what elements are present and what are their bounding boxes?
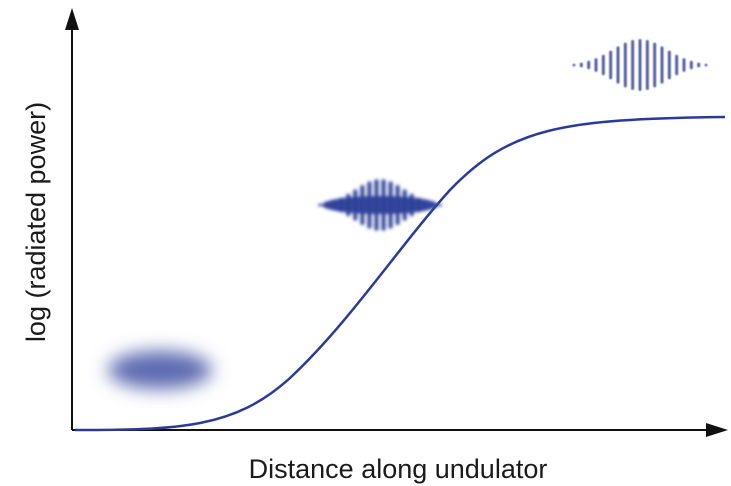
bunch-stripe xyxy=(339,197,344,213)
bunch-core xyxy=(322,196,438,214)
bunch-stripe xyxy=(675,54,679,76)
bunch-stripe xyxy=(402,189,407,221)
bunch-stripe xyxy=(601,54,605,76)
bunch-stripe xyxy=(609,50,613,80)
electron-bunch xyxy=(108,351,212,389)
bunch-stripe xyxy=(689,60,693,70)
bunch-stripe xyxy=(374,179,379,231)
bunch-stripe xyxy=(594,58,598,72)
saturated-beam xyxy=(572,39,708,91)
bunch-stripe xyxy=(346,193,351,217)
bunch-stripe xyxy=(645,39,649,91)
bunch-stripe xyxy=(318,203,322,207)
bunch-stripe xyxy=(325,202,330,208)
bunch-stripe xyxy=(697,62,701,68)
bunch-stripe xyxy=(395,184,400,226)
bunch-stripe xyxy=(381,179,386,231)
bunch-stripe xyxy=(631,39,635,91)
bunch-stripe xyxy=(587,60,591,70)
microbunched-beam xyxy=(318,179,442,231)
bunch-stripe xyxy=(653,42,657,88)
bunch-stripe xyxy=(430,202,435,208)
bunch-stripe xyxy=(638,39,642,91)
bunch-stripe xyxy=(616,46,620,84)
bunch-stripe xyxy=(332,200,337,210)
bunch-stripe xyxy=(416,197,421,213)
bunch-stripe xyxy=(667,50,671,80)
bunch-stripe xyxy=(423,200,428,210)
bunch-stripe xyxy=(579,62,583,68)
y-axis-label: log (radiated power) xyxy=(21,102,51,342)
x-axis-label: Distance along undulator xyxy=(249,454,548,484)
y-axis-arrow xyxy=(65,8,79,30)
bunch-stripe xyxy=(438,203,442,207)
bunch-stripe xyxy=(682,58,686,72)
bunch-stripe xyxy=(409,193,414,217)
bunch-stripe xyxy=(623,42,627,88)
bunch-stripe xyxy=(353,189,358,221)
gain-curve xyxy=(74,115,726,432)
bunch-stripe xyxy=(704,63,708,67)
bunch-stripe xyxy=(388,181,393,229)
bunch-stripe xyxy=(360,184,365,226)
bunch-stripe xyxy=(367,181,372,229)
bunch-stripe xyxy=(660,46,664,84)
bunch-stripe xyxy=(572,63,576,67)
x-axis-arrow xyxy=(706,423,728,437)
